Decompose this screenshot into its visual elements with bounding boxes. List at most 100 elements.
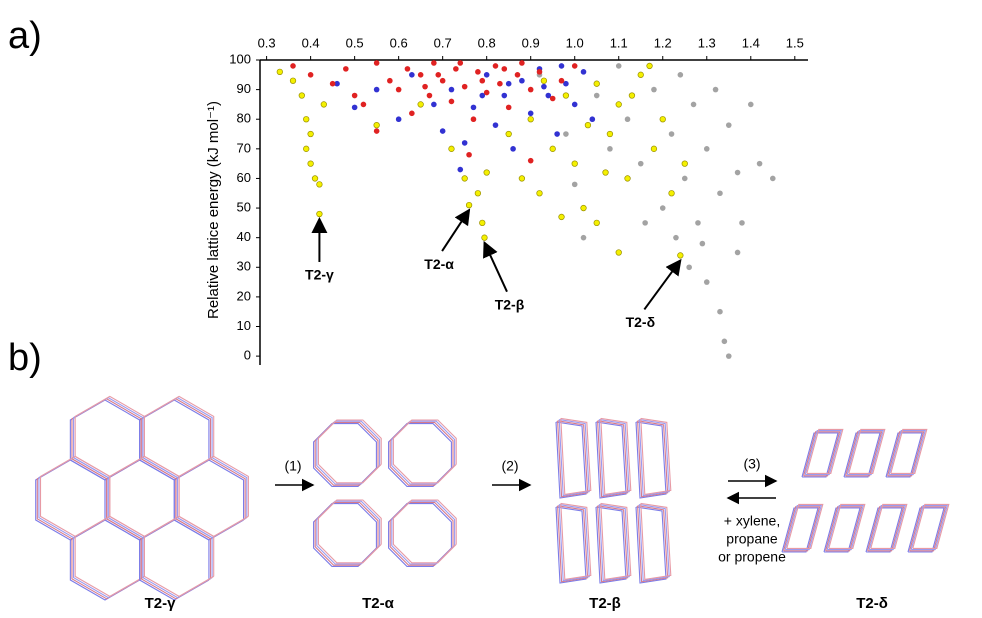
point	[642, 220, 648, 226]
point	[739, 220, 745, 226]
point	[387, 78, 393, 84]
point	[431, 102, 437, 108]
framework-strand	[598, 421, 628, 497]
point	[594, 81, 600, 87]
point	[651, 87, 657, 93]
point	[559, 78, 565, 84]
point	[673, 235, 679, 241]
point	[466, 152, 472, 158]
point	[717, 309, 723, 315]
framework-strand	[827, 506, 863, 550]
point	[594, 220, 600, 226]
framework-strand	[636, 422, 666, 498]
structure-label: T2-α	[362, 595, 395, 612]
point	[427, 93, 433, 99]
point	[616, 102, 622, 108]
framework-strand	[318, 500, 381, 563]
point	[686, 264, 692, 270]
framework-strand	[847, 431, 883, 475]
point	[308, 161, 314, 167]
point	[590, 116, 596, 122]
point	[660, 205, 666, 211]
framework-strand	[641, 503, 671, 579]
x-tick-label: 1.4	[742, 35, 760, 50]
point	[361, 102, 367, 108]
point	[519, 176, 525, 182]
point	[299, 93, 305, 99]
framework-strand	[784, 507, 820, 551]
point	[541, 78, 547, 84]
framework-strand	[785, 506, 821, 550]
annotation-arrow	[484, 243, 507, 292]
framework-strand	[556, 422, 586, 498]
point	[475, 69, 481, 75]
point	[303, 116, 309, 122]
framework-strand	[601, 418, 631, 494]
framework-strand	[561, 418, 591, 494]
point	[704, 279, 710, 285]
point	[726, 353, 732, 359]
point	[501, 93, 507, 99]
y-tick-label: 40	[237, 229, 251, 244]
framework-strand	[599, 420, 629, 496]
point	[409, 72, 415, 78]
point	[308, 131, 314, 137]
y-tick-label: 60	[237, 170, 251, 185]
framework-strand	[599, 505, 629, 581]
point	[484, 90, 490, 96]
y-tick-label: 50	[237, 199, 251, 214]
point	[449, 146, 455, 152]
point	[550, 146, 556, 152]
framework-strand	[638, 506, 668, 582]
point	[770, 176, 776, 182]
annotation-label: T2-β	[495, 296, 525, 312]
point	[471, 116, 477, 122]
point	[603, 170, 609, 176]
y-tick-label: 30	[237, 259, 251, 274]
step-label: (3)	[743, 456, 760, 472]
framework-strand	[596, 422, 626, 498]
point	[607, 146, 613, 152]
point	[506, 105, 512, 111]
framework-strand	[868, 507, 904, 551]
point	[682, 176, 688, 182]
point	[695, 220, 701, 226]
point	[440, 128, 446, 134]
point	[374, 60, 380, 66]
framework-strand	[889, 431, 925, 475]
point	[462, 84, 468, 90]
point	[528, 87, 534, 93]
point	[515, 72, 521, 78]
x-tick-label: 0.5	[346, 35, 364, 50]
framework-strand	[804, 432, 840, 476]
panel-label: a)	[8, 15, 42, 57]
point	[475, 190, 481, 196]
point	[422, 84, 428, 90]
point	[594, 93, 600, 99]
framework-strand	[805, 431, 841, 475]
framework-strand	[561, 503, 591, 579]
point	[572, 63, 578, 69]
point	[682, 161, 688, 167]
y-tick-label: 10	[237, 318, 251, 333]
point	[449, 99, 455, 105]
x-tick-label: 0.6	[390, 35, 408, 50]
point	[581, 205, 587, 211]
x-tick-label: 1.3	[698, 35, 716, 50]
point	[462, 140, 468, 146]
point	[374, 128, 380, 134]
point	[497, 81, 503, 87]
framework-strand	[601, 503, 631, 579]
point	[457, 167, 463, 173]
point	[482, 235, 488, 241]
framework-strand	[910, 507, 946, 551]
point	[704, 146, 710, 152]
point	[757, 161, 763, 167]
framework-strand	[639, 505, 669, 581]
framework-strand	[639, 420, 669, 496]
framework-strand	[869, 506, 905, 550]
y-tick-label: 90	[237, 81, 251, 96]
x-tick-label: 0.3	[258, 35, 276, 50]
point	[735, 250, 741, 256]
step-label: (2)	[501, 458, 518, 474]
